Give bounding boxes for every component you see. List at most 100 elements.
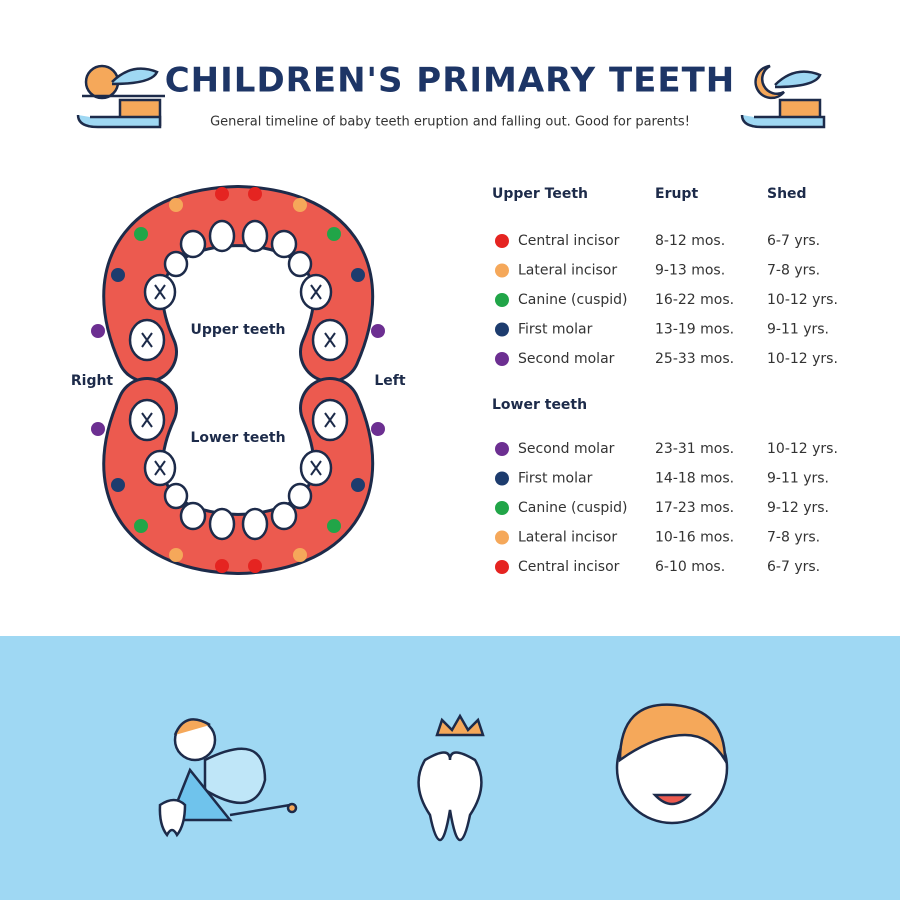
dot <box>351 478 365 492</box>
subtitle: General timeline of baby teeth eruption … <box>210 115 690 130</box>
column-header: Shed <box>767 186 807 202</box>
dot <box>371 324 385 338</box>
header-icon-right <box>740 64 826 129</box>
fairy-icon <box>158 718 298 838</box>
row-dot <box>495 501 509 515</box>
tooth-mark <box>141 412 153 428</box>
tooth-mark <box>141 332 153 348</box>
dot <box>351 268 365 282</box>
arches <box>102 184 375 576</box>
lower-label: Lower teeth <box>190 430 285 446</box>
tooth <box>208 219 236 253</box>
upper-label: Upper teeth <box>190 322 285 338</box>
dot <box>248 187 262 201</box>
dot <box>134 519 148 533</box>
erupt-time: 6-10 mos. <box>655 559 725 575</box>
row-dot <box>495 471 509 486</box>
shed-time: 7-8 yrs. <box>767 263 820 279</box>
tooth-mark <box>310 460 322 476</box>
column-header: Erupt <box>655 186 698 202</box>
erupt-time: 10-16 mos. <box>655 530 734 546</box>
tooth <box>179 501 207 531</box>
tooth-mark <box>324 332 336 348</box>
shed-time: 7-8 yrs. <box>767 530 820 546</box>
tooth-name: Central incisor <box>518 233 620 249</box>
left-label: Left <box>374 373 406 389</box>
shed-time: 10-12 yrs. <box>767 292 838 308</box>
tooth-mark <box>324 412 336 428</box>
erupt-time: 16-22 mos. <box>655 292 734 308</box>
dot <box>134 227 148 241</box>
tooth <box>287 482 313 510</box>
dot <box>293 548 307 562</box>
dot <box>215 559 229 573</box>
table-rows: Central incisor 8-12 mos. 6-7 yrs. Lateral … <box>495 233 838 575</box>
erupt-time: 13-19 mos. <box>655 322 734 338</box>
right-label: Right <box>71 373 114 389</box>
dot <box>371 422 385 436</box>
row-dot <box>495 560 509 574</box>
tooth-name: Second molar <box>518 351 615 367</box>
tooth-mark <box>310 284 322 300</box>
tooth <box>270 501 298 531</box>
dot <box>169 548 183 562</box>
shed-time: 10-12 yrs. <box>767 351 838 367</box>
erupt-time: 25-33 mos. <box>655 351 734 367</box>
row-dot <box>495 234 509 248</box>
dots <box>91 187 385 573</box>
tooth <box>270 229 298 259</box>
row-dot <box>495 442 509 456</box>
tooth-name: Canine (cuspid) <box>518 292 628 308</box>
dot <box>91 324 105 338</box>
dot <box>91 422 105 436</box>
tooth-name: Second molar <box>518 441 615 457</box>
row-dot <box>495 293 509 307</box>
tooth-name: First molar <box>518 471 593 487</box>
shed-time: 9-11 yrs. <box>767 471 829 487</box>
shed-time: 9-11 yrs. <box>767 322 829 338</box>
teeth <box>128 219 349 541</box>
erupt-time: 9-13 mos. <box>655 263 725 279</box>
erupt-time: 23-31 mos. <box>655 441 734 457</box>
dot <box>169 198 183 212</box>
dot <box>215 187 229 201</box>
tooth <box>163 250 189 278</box>
row-dot <box>495 263 509 278</box>
tooth-name: First molar <box>518 322 593 338</box>
shed-time: 9-12 yrs. <box>767 500 829 516</box>
row-dot <box>495 322 509 337</box>
dot <box>111 478 125 492</box>
dot <box>327 519 341 533</box>
dot <box>111 268 125 282</box>
shed-time: 6-7 yrs. <box>767 233 820 249</box>
tooth <box>241 219 269 253</box>
row-dot <box>495 352 509 366</box>
tooth-name: Lateral incisor <box>518 263 617 279</box>
tooth-mark <box>154 460 166 476</box>
tooth-name: Lateral incisor <box>518 530 617 546</box>
dot <box>293 198 307 212</box>
shed-time: 10-12 yrs. <box>767 441 838 457</box>
tooth <box>208 507 236 541</box>
section-header: Lower teeth <box>492 397 587 413</box>
header-icon-left <box>76 64 165 129</box>
title: CHILDREN'S PRIMARY TEETH <box>165 61 736 101</box>
column-header: Upper Teeth <box>492 186 588 202</box>
tooth-mark <box>154 284 166 300</box>
tooth-name: Canine (cuspid) <box>518 500 628 516</box>
shed-time: 6-7 yrs. <box>767 559 820 575</box>
tooth <box>287 250 313 278</box>
erupt-time: 14-18 mos. <box>655 471 734 487</box>
dot <box>248 559 262 573</box>
tooth-icon <box>417 713 485 842</box>
child-icon <box>615 703 729 825</box>
tooth <box>179 229 207 259</box>
tooth-name: Central incisor <box>518 559 620 575</box>
erupt-time: 17-23 mos. <box>655 500 734 516</box>
tooth <box>241 507 269 541</box>
dot <box>327 227 341 241</box>
row-dot <box>495 530 509 545</box>
erupt-time: 8-12 mos. <box>655 233 725 249</box>
tooth <box>163 482 189 510</box>
